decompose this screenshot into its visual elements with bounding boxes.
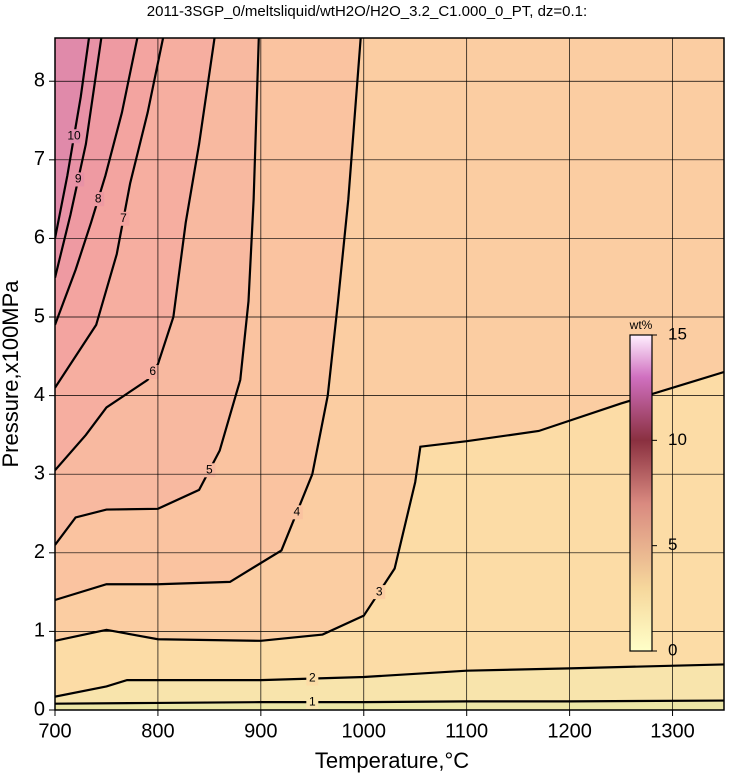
contour-label-bg: [117, 211, 130, 226]
contour-label: 8: [95, 191, 102, 205]
x-tick-label: 1100: [445, 720, 488, 742]
x-axis-label: Temperature,°C: [315, 748, 469, 773]
y-tick-label: 3: [34, 462, 45, 484]
contour-label: 3: [376, 584, 383, 598]
x-tick-label: 900: [244, 720, 277, 742]
contour-label-bg: [72, 172, 85, 187]
colorbar-tick-label: 10: [668, 430, 687, 449]
y-tick-label: 7: [34, 148, 45, 170]
y-tick-label: 0: [34, 698, 45, 720]
overlay: 700 800 900 1000 1100 1200 1300012345678wt%051…: [34, 37, 725, 742]
contour-label: 7: [120, 211, 127, 225]
contour-label: 5: [206, 462, 213, 476]
contour-label: 4: [294, 505, 301, 519]
contour-label-bg: [146, 365, 159, 380]
contour-label: 1: [309, 694, 316, 708]
colorbar-tick-label: 0: [668, 640, 677, 659]
y-axis-label: Pressure,x100MPa: [0, 280, 23, 468]
contour-label-bg: [373, 585, 386, 600]
contour-label-bg: [92, 192, 105, 207]
contour-label: 6: [149, 364, 156, 378]
y-tick-label: 6: [34, 227, 45, 249]
y-tick-label: 8: [34, 70, 45, 92]
contour-label-bg: [306, 695, 319, 710]
x-tick-label: 700: [38, 720, 71, 742]
plot-area: 1 2 3 4 5 6 7 89 10: [55, 38, 724, 710]
y-tick-label: 1: [34, 620, 45, 642]
x-tick-label: 1200: [547, 720, 592, 742]
colorbar-label: wt%: [629, 318, 653, 332]
contour-label-bg: [68, 129, 81, 144]
x-tick-label: 1000: [342, 720, 387, 742]
plot-frame: [54, 37, 725, 711]
x-tick-label: 1300: [650, 720, 695, 742]
contour-label: 9: [75, 172, 82, 186]
y-tick-label: 5: [34, 305, 45, 327]
contour-label-bg: [306, 671, 319, 686]
y-tick-label: 4: [34, 384, 45, 406]
colorbar-tick-label: 5: [668, 535, 677, 554]
contour-label-bg: [290, 505, 303, 520]
contour-label: 2: [309, 671, 316, 685]
colorbar: [629, 334, 653, 652]
contour-label: 10: [67, 128, 81, 142]
x-tick-label: 800: [141, 720, 174, 742]
y-tick-label: 2: [34, 541, 45, 563]
chart-title: 2011-3SGP_0/meltsliquid/wtH2O/H2O_3.2_C1…: [147, 3, 587, 20]
colorbar-tick-label: 15: [668, 324, 687, 343]
contour-label-bg: [203, 463, 216, 478]
